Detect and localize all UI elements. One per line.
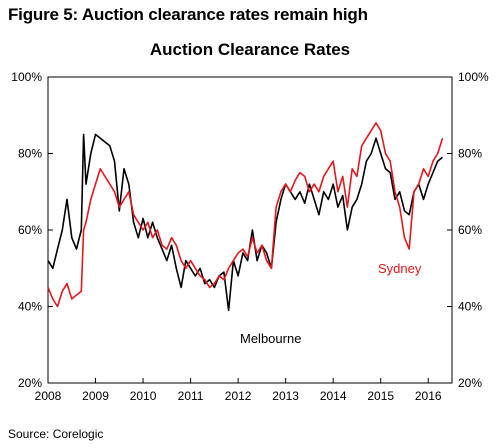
- y-tick-label-left: 40%: [18, 300, 42, 314]
- chart-title: Auction Clearance Rates: [149, 40, 351, 59]
- ticks-layer: 20% 20% 40% 40% 60% 60% 80% 80% 100% 100% 2008 2009…: [11, 70, 489, 403]
- x-tick-label: 2016: [415, 389, 442, 403]
- y-tick-label-left: 100%: [11, 70, 42, 84]
- y-tick-label-right: 60%: [458, 223, 482, 237]
- x-tick-label: 2009: [82, 389, 109, 403]
- annotation-melbourne: Melbourne: [240, 331, 301, 346]
- figure-title: Figure 5: Auction clearance rates remain…: [8, 5, 368, 24]
- series-layer: [47, 122, 444, 312]
- annotation-sydney: Sydney: [378, 261, 422, 276]
- y-tick-label-left: 60%: [18, 223, 42, 237]
- source-note: Source: Corelogic: [8, 427, 104, 441]
- y-tick-label-left: 20%: [18, 376, 42, 390]
- y-tick-label-right: 20%: [458, 376, 482, 390]
- x-tick-label: 2011: [178, 389, 204, 403]
- x-tick-label: 2015: [367, 389, 394, 403]
- y-tick-label-right: 80%: [458, 147, 482, 161]
- y-tick-label-right: 100%: [458, 70, 489, 84]
- y-tick-label-right: 40%: [458, 300, 482, 314]
- y-tick-label-left: 80%: [18, 147, 42, 161]
- series-line-melbourne: [47, 133, 444, 312]
- x-tick-label: 2012: [225, 389, 252, 403]
- x-tick-label: 2010: [130, 389, 157, 403]
- x-tick-label: 2008: [35, 389, 62, 403]
- x-tick-label: 2014: [320, 389, 347, 403]
- series-line-sydney: [47, 122, 444, 308]
- x-tick-label: 2013: [272, 389, 299, 403]
